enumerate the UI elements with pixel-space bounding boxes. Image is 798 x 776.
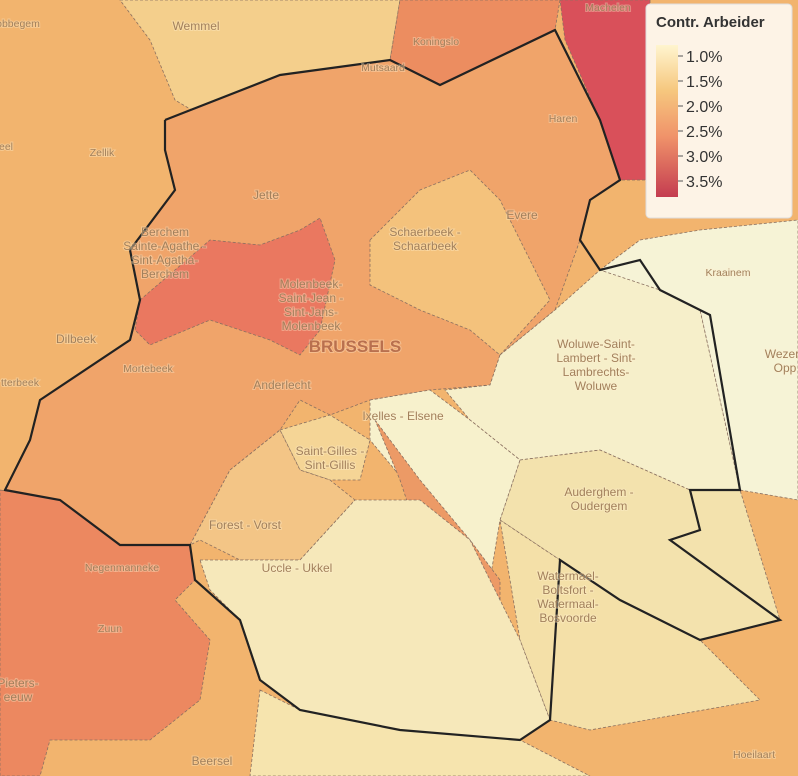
place-label: Zuun xyxy=(98,623,122,635)
place-label: Auderghem - xyxy=(564,485,633,499)
place-label: Sint-Gillis xyxy=(305,458,356,472)
legend-tick-label: 3.5% xyxy=(686,174,722,191)
legend-box xyxy=(645,3,793,219)
legend-tick-label: 1.5% xyxy=(686,74,722,91)
place-label: Schaarbeek xyxy=(393,239,458,253)
place-label: Wemmel xyxy=(172,19,219,33)
place-label: eeuw xyxy=(4,690,33,704)
place-label: Berchem xyxy=(141,225,189,239)
place-label: Mortebeek xyxy=(123,363,173,375)
place-label: Boitsfort - xyxy=(542,583,593,597)
place-label: Pieters- xyxy=(0,676,39,690)
place-label: Zellik xyxy=(90,147,115,159)
place-label: Koningslo xyxy=(413,36,459,48)
legend-tick-label: 1.0% xyxy=(686,49,722,66)
place-label: Sint-Agatha- xyxy=(132,253,199,267)
color-bar xyxy=(656,45,678,197)
place-label: Opp xyxy=(774,361,797,375)
place-label: Kraainem xyxy=(706,267,751,279)
place-label: Jette xyxy=(253,188,279,202)
place-label: Woluwe xyxy=(575,379,618,393)
place-label: Bosvoorde xyxy=(539,611,597,625)
region-border xyxy=(3,28,783,742)
legend: Contr. Arbeider 1.0% 1.5% 2.0% 2.5% 3.0% 3.5% xyxy=(645,3,793,219)
place-label: Evere xyxy=(506,208,538,222)
place-label: Sint-Jans- xyxy=(284,305,338,319)
place-label: Watermael- xyxy=(537,569,599,583)
legend-tick-label: 2.5% xyxy=(686,124,722,141)
place-label: Lambrechts- xyxy=(563,365,630,379)
place-label: Molenbeek- xyxy=(280,277,343,291)
place-label: Watermaal- xyxy=(537,597,599,611)
place-label: Beersel xyxy=(192,754,233,768)
legend-tick-label: 3.0% xyxy=(686,149,722,166)
legend-title: Contr. Arbeider xyxy=(656,14,765,31)
place-label: Uccle - Ukkel xyxy=(262,561,333,575)
place-label: BRUSSELS xyxy=(309,337,402,356)
place-label: Machelen xyxy=(585,2,631,14)
place-label: Saint-Jean - xyxy=(279,291,344,305)
place-label: Woluwe-Saint- xyxy=(557,337,635,351)
place-label: Lambert - Sint- xyxy=(556,351,635,365)
place-label: Molenbeek xyxy=(282,319,342,333)
place-label: Schaerbeek - xyxy=(389,225,460,239)
place-label: Negenmanneke xyxy=(85,562,159,574)
place-label: Berchem xyxy=(141,267,189,281)
place-label: Dilbeek xyxy=(56,332,97,346)
place-label: Oudergem xyxy=(571,499,628,513)
place-label: obbegem xyxy=(0,18,40,30)
place-label: Wezem xyxy=(765,347,798,361)
place-label: Sainte-Agathe - xyxy=(123,239,206,253)
place-label: Mutsaard xyxy=(361,62,405,74)
place-label: Hoeilaart xyxy=(733,749,775,761)
legend-tick-label: 2.0% xyxy=(686,99,722,116)
place-label: eel xyxy=(0,141,13,153)
place-label: Anderlecht xyxy=(253,378,311,392)
place-label: Saint-Gilles - xyxy=(296,444,365,458)
place-label: tterbeek xyxy=(1,377,40,389)
place-label: Forest - Vorst xyxy=(209,518,282,532)
place-label: Haren xyxy=(549,113,578,125)
place-label: Ixelles - Elsene xyxy=(362,409,444,423)
